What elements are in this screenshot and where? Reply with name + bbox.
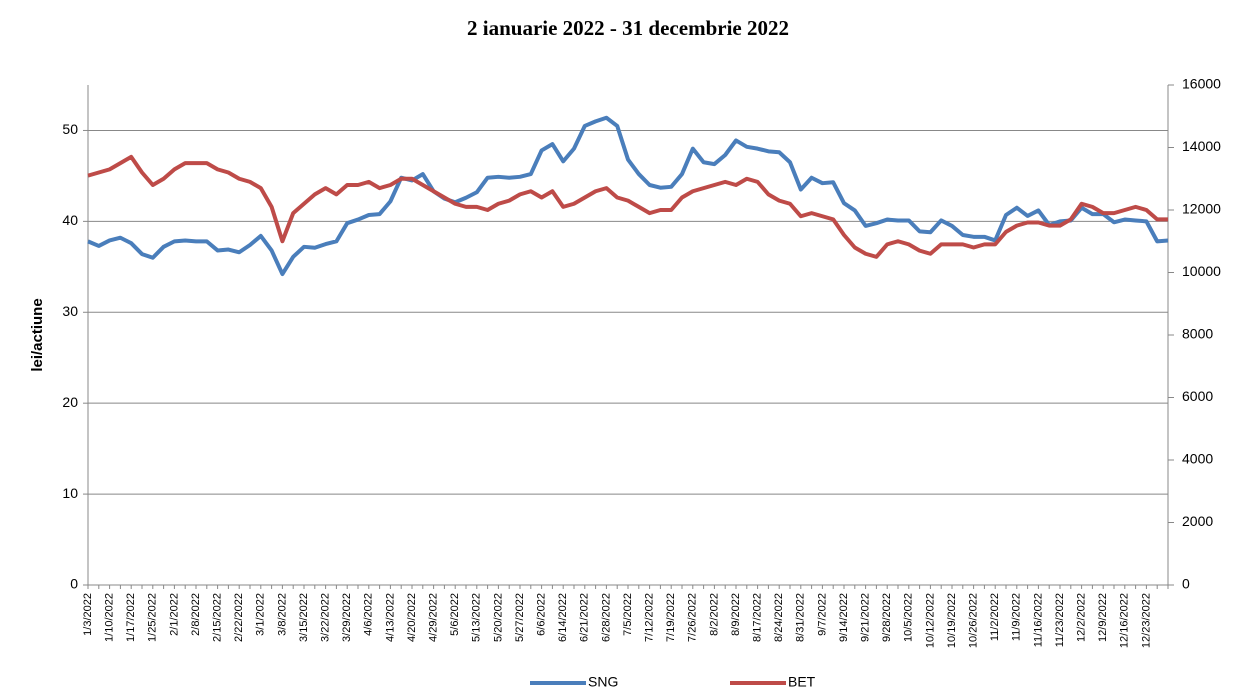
- x-tick-label: 9/7/2022: [816, 593, 828, 636]
- y-tick-label: 30: [62, 303, 78, 319]
- legend-label: SNG: [588, 674, 618, 690]
- x-tick-label: 3/8/2022: [276, 593, 288, 636]
- x-tick-label: 5/13/2022: [471, 593, 483, 642]
- x-tick-label: 1/10/2022: [104, 593, 116, 642]
- x-tick-label: 10/19/2022: [946, 593, 958, 648]
- x-tick-label: 5/6/2022: [449, 593, 461, 636]
- x-tick-label: 8/17/2022: [752, 593, 764, 642]
- x-tick-label: 3/1/2022: [255, 593, 267, 636]
- y-tick-label: 40: [62, 212, 78, 228]
- x-tick-label: 12/2/2022: [1076, 593, 1088, 642]
- x-tick-label: 12/16/2022: [1119, 593, 1131, 648]
- x-tick-label: 1/3/2022: [82, 593, 94, 636]
- x-tick-label: 5/20/2022: [492, 593, 504, 642]
- x-tick-label: 12/23/2022: [1140, 593, 1152, 648]
- x-tick-label: 11/23/2022: [1054, 593, 1066, 647]
- x-tick-label: 9/14/2022: [838, 593, 850, 642]
- y2-tick-label: 16000: [1182, 76, 1221, 92]
- x-tick-label: 7/12/2022: [644, 593, 656, 642]
- y2-tick-label: 0: [1182, 576, 1190, 592]
- x-tick-label: 10/12/2022: [924, 593, 936, 648]
- x-tick-label: 9/28/2022: [881, 593, 893, 642]
- x-tick-label: 8/2/2022: [708, 593, 720, 636]
- x-tick-label: 2/22/2022: [233, 593, 245, 642]
- y-tick-label: 0: [70, 576, 78, 592]
- x-tick-label: 8/31/2022: [795, 593, 807, 642]
- x-tick-label: 9/21/2022: [860, 593, 872, 642]
- x-tick-label: 8/24/2022: [773, 593, 785, 642]
- x-tick-label: 4/20/2022: [406, 593, 418, 642]
- x-tick-label: 4/6/2022: [363, 593, 375, 636]
- y2-tick-label: 14000: [1182, 138, 1221, 154]
- x-tick-label: 1/25/2022: [147, 593, 159, 642]
- x-tick-label: 5/27/2022: [514, 593, 526, 642]
- y2-tick-label: 2000: [1182, 513, 1213, 529]
- series-line: [87, 154, 1168, 259]
- chart-title: 2 ianuarie 2022 - 31 decembrie 2022: [467, 16, 789, 40]
- x-tick-label: 6/21/2022: [579, 593, 591, 642]
- x-tick-label: 4/29/2022: [428, 593, 440, 642]
- y-tick-label: 10: [62, 485, 78, 501]
- x-tick-label: 6/6/2022: [536, 593, 548, 636]
- x-tick-label: 12/9/2022: [1097, 593, 1109, 642]
- x-tick-label: 6/14/2022: [557, 593, 569, 642]
- x-tick-label: 1/17/2022: [125, 593, 137, 642]
- y2-tick-label: 8000: [1182, 326, 1213, 342]
- x-tick-label: 2/1/2022: [168, 593, 180, 636]
- x-tick-label: 10/5/2022: [903, 593, 915, 642]
- x-tick-label: 10/26/2022: [968, 593, 980, 648]
- y-tick-label: 50: [62, 121, 78, 137]
- x-tick-label: 6/28/2022: [600, 593, 612, 642]
- x-tick-label: 3/29/2022: [341, 593, 353, 642]
- y-axis-label: lei/actiune: [29, 298, 46, 371]
- x-tick-label: 11/9/2022: [1011, 593, 1023, 641]
- x-tick-label: 4/13/2022: [384, 593, 396, 642]
- x-tick-label: 11/2/2022: [989, 593, 1001, 641]
- x-tick-label: 7/26/2022: [687, 593, 699, 642]
- x-tick-label: 11/16/2022: [1032, 593, 1044, 647]
- x-tick-label: 2/15/2022: [212, 593, 224, 642]
- series-line: [87, 115, 1169, 277]
- y2-tick-label: 4000: [1182, 451, 1213, 467]
- legend-label: BET: [788, 674, 816, 690]
- x-tick-label: 7/19/2022: [665, 593, 677, 642]
- x-tick-label: 2/8/2022: [190, 593, 202, 636]
- x-tick-label: 7/5/2022: [622, 593, 634, 636]
- y-tick-label: 20: [62, 394, 78, 410]
- y2-tick-label: 12000: [1182, 201, 1221, 217]
- y2-tick-label: 6000: [1182, 388, 1213, 404]
- x-tick-label: 8/9/2022: [730, 593, 742, 636]
- x-tick-label: 3/22/2022: [320, 593, 332, 642]
- y2-tick-label: 10000: [1182, 263, 1221, 279]
- x-tick-label: 3/15/2022: [298, 593, 310, 642]
